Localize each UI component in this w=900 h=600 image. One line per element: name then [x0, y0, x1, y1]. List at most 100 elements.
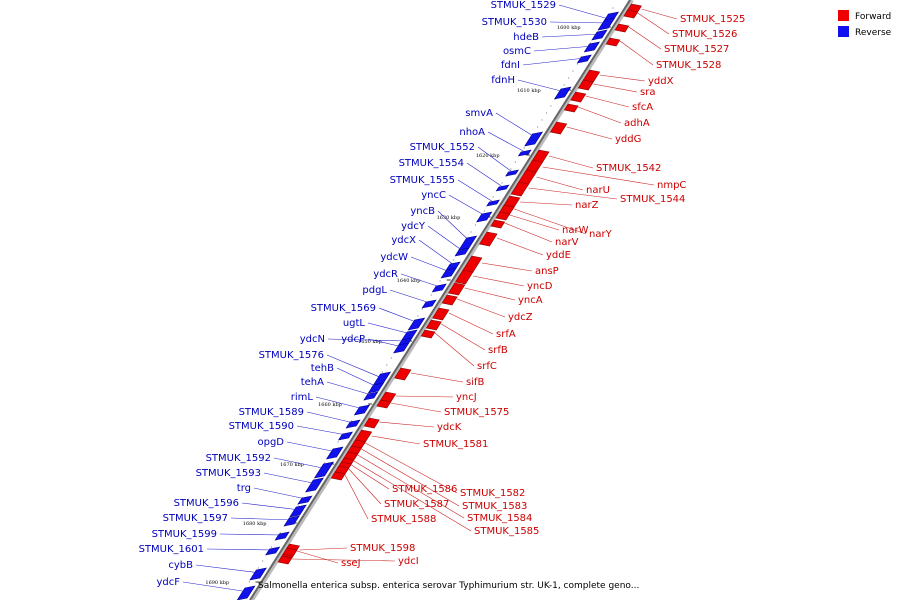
reverse-gene-label[interactable]: STMUK_1599: [152, 529, 217, 540]
reverse-gene-label[interactable]: STMUK_1597: [163, 513, 228, 524]
reverse-gene-label[interactable]: STMUK_1554: [399, 158, 464, 169]
gene-feature[interactable]: [591, 29, 608, 41]
gene-feature[interactable]: [510, 181, 530, 197]
reverse-gene-label[interactable]: opgD: [257, 437, 284, 448]
gene-feature[interactable]: [393, 342, 410, 354]
gene-feature[interactable]: [297, 495, 313, 505]
forward-gene-label[interactable]: srfC: [477, 361, 497, 372]
forward-gene-label[interactable]: sfcA: [632, 102, 653, 113]
gene-feature[interactable]: [605, 37, 621, 47]
gene-feature[interactable]: [549, 121, 568, 135]
reverse-gene-label[interactable]: STMUK_1530: [482, 17, 547, 28]
reverse-gene-label[interactable]: ydcF: [156, 577, 180, 588]
forward-gene-label[interactable]: ydcZ: [508, 312, 533, 323]
forward-gene-label[interactable]: STMUK_1525: [680, 14, 745, 25]
gene-feature[interactable]: [283, 515, 300, 527]
reverse-gene-label[interactable]: STMUK_1576: [259, 350, 324, 361]
gene-feature[interactable]: [524, 131, 544, 147]
gene-feature[interactable]: [289, 504, 307, 518]
reverse-gene-label[interactable]: STMUK_1590: [229, 421, 294, 432]
forward-gene-label[interactable]: nmpC: [657, 180, 686, 191]
gene-feature[interactable]: [325, 446, 344, 460]
reverse-gene-label[interactable]: trg: [237, 483, 251, 494]
gene-feature[interactable]: [363, 391, 379, 401]
reverse-gene-label[interactable]: yncC: [421, 190, 446, 201]
gene-feature[interactable]: [277, 555, 293, 565]
gene-feature[interactable]: [597, 17, 616, 31]
reverse-gene-label[interactable]: STMUK_1593: [196, 468, 261, 479]
forward-gene-label[interactable]: sseJ: [341, 558, 361, 569]
gene-feature[interactable]: [394, 367, 412, 381]
forward-gene-label[interactable]: sifB: [466, 377, 485, 388]
gene-feature[interactable]: [249, 567, 267, 581]
gene-feature[interactable]: [353, 404, 371, 416]
gene-feature[interactable]: [570, 91, 587, 103]
reverse-gene-label[interactable]: tehA: [301, 377, 324, 388]
reverse-gene-label[interactable]: STMUK_1529: [491, 0, 556, 11]
forward-gene-label[interactable]: narV: [555, 237, 579, 248]
reverse-gene-label[interactable]: pdgL: [362, 285, 387, 296]
reverse-gene-label[interactable]: STMUK_1569: [311, 303, 376, 314]
forward-gene-label[interactable]: yddE: [546, 250, 571, 261]
gene-feature[interactable]: [577, 79, 594, 91]
gene-feature[interactable]: [623, 9, 639, 19]
forward-gene-label[interactable]: yncD: [527, 281, 553, 292]
forward-gene-label[interactable]: sra: [640, 87, 655, 98]
reverse-gene-label[interactable]: cybB: [168, 560, 193, 571]
reverse-gene-label[interactable]: ugtL: [343, 318, 366, 329]
forward-gene-label[interactable]: STMUK_1544: [620, 194, 685, 205]
gene-feature[interactable]: [563, 103, 579, 113]
reverse-gene-label[interactable]: ydcP: [341, 334, 365, 345]
reverse-gene-label[interactable]: STMUK_1592: [206, 453, 271, 464]
forward-gene-label[interactable]: narZ: [575, 200, 599, 211]
gene-feature[interactable]: [432, 307, 450, 321]
forward-gene-label[interactable]: ydcI: [398, 556, 419, 567]
gene-feature[interactable]: [431, 283, 447, 293]
reverse-gene-label[interactable]: ydcN: [300, 334, 325, 345]
gene-feature[interactable]: [363, 417, 380, 429]
gene-feature[interactable]: [447, 282, 466, 296]
forward-gene-label[interactable]: yddG: [615, 134, 641, 145]
reverse-gene-label[interactable]: nhoA: [459, 127, 485, 138]
gene-feature[interactable]: [265, 546, 281, 556]
reverse-gene-label[interactable]: smvA: [465, 108, 493, 119]
forward-gene-label[interactable]: STMUK_1598: [350, 543, 415, 554]
forward-gene-label[interactable]: ydcK: [437, 422, 462, 433]
forward-gene-label[interactable]: STMUK_1527: [664, 44, 729, 55]
forward-gene-label[interactable]: STMUK_1584: [467, 513, 532, 524]
gene-feature[interactable]: [425, 319, 442, 331]
forward-gene-label[interactable]: STMUK_1582: [460, 488, 525, 499]
forward-gene-label[interactable]: STMUK_1586: [392, 484, 457, 495]
gene-feature[interactable]: [495, 184, 510, 192]
gene-feature[interactable]: [486, 199, 500, 207]
reverse-gene-label[interactable]: hdeB: [513, 32, 539, 43]
reverse-gene-label[interactable]: STMUK_1601: [139, 544, 204, 555]
forward-gene-label[interactable]: narW: [562, 225, 589, 236]
gene-feature[interactable]: [330, 471, 346, 481]
forward-gene-label[interactable]: narU: [586, 185, 610, 196]
gene-feature[interactable]: [305, 477, 324, 493]
reverse-gene-label[interactable]: ydcR: [373, 269, 398, 280]
reverse-gene-label[interactable]: STMUK_1596: [174, 498, 239, 509]
gene-feature[interactable]: [440, 267, 457, 279]
gene-feature[interactable]: [614, 23, 630, 33]
gene-feature[interactable]: [490, 219, 506, 229]
reverse-gene-label[interactable]: tehB: [311, 363, 334, 374]
forward-gene-label[interactable]: STMUK_1583: [462, 501, 527, 512]
forward-gene-label[interactable]: yddX: [648, 76, 674, 87]
reverse-gene-label[interactable]: STMUK_1552: [410, 142, 475, 153]
gene-feature[interactable]: [441, 294, 458, 306]
gene-feature[interactable]: [421, 299, 437, 309]
reverse-gene-label[interactable]: STMUK_1589: [239, 407, 304, 418]
gene-feature[interactable]: [367, 382, 385, 394]
forward-gene-label[interactable]: STMUK_1588: [371, 514, 436, 525]
gene-feature[interactable]: [420, 329, 436, 339]
forward-gene-label[interactable]: STMUK_1542: [596, 163, 661, 174]
reverse-gene-label[interactable]: fdnH: [491, 75, 515, 86]
reverse-gene-label[interactable]: STMUK_1555: [390, 175, 455, 186]
gene-feature[interactable]: [553, 86, 572, 100]
gene-feature[interactable]: [454, 247, 470, 257]
gene-feature[interactable]: [495, 211, 511, 221]
forward-gene-label[interactable]: STMUK_1581: [423, 439, 488, 450]
forward-gene-label[interactable]: STMUK_1587: [384, 499, 449, 510]
